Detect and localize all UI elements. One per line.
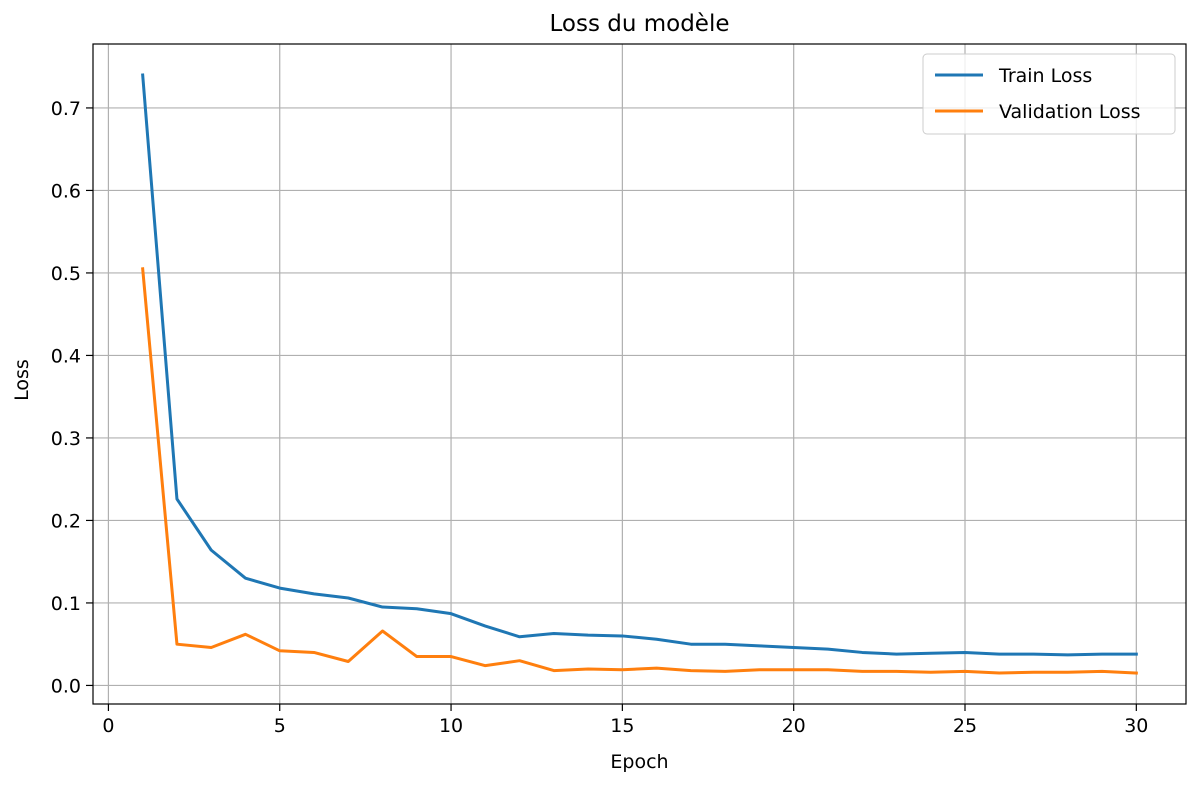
- series-line-train-loss: [141, 73, 1138, 657]
- y-tick-label: 0.6: [51, 180, 81, 202]
- axis-ticks: 0 5 10 15 20 25 30 0.0 0.1 0.2 0.3 0.4 0.5 0.6 0.7: [51, 98, 1149, 737]
- y-tick-label: 0.5: [51, 263, 81, 285]
- legend-box: [922, 53, 1176, 135]
- plot-frame: [92, 43, 1187, 705]
- legend-label-train-loss: Train Loss: [998, 65, 1092, 87]
- chart-title: Loss du modèle: [549, 11, 729, 37]
- grid: [93, 44, 1186, 704]
- x-tick-label: 0: [102, 715, 114, 737]
- y-tick-label: 0.0: [51, 675, 81, 697]
- series-lines: [141, 73, 1138, 675]
- y-tick-label: 0.1: [51, 593, 81, 615]
- x-tick-label: 5: [274, 715, 286, 737]
- y-axis-label: Loss: [11, 359, 33, 401]
- plot-area: [93, 44, 1186, 704]
- x-axis-label: Epoch: [610, 751, 668, 773]
- series-line-validation-loss: [141, 267, 1138, 675]
- x-tick-label: 20: [782, 715, 806, 737]
- y-tick-label: 0.3: [51, 428, 81, 450]
- x-tick-label: 10: [439, 715, 463, 737]
- x-tick-label: 30: [1124, 715, 1148, 737]
- x-tick-label: 15: [610, 715, 634, 737]
- y-tick-label: 0.7: [51, 98, 81, 120]
- legend-label-validation-loss: Validation Loss: [999, 101, 1141, 123]
- legend: Train Loss Validation Loss: [922, 53, 1176, 135]
- x-tick-label: 25: [953, 715, 977, 737]
- y-tick-label: 0.2: [51, 510, 81, 532]
- y-tick-label: 0.4: [51, 345, 81, 367]
